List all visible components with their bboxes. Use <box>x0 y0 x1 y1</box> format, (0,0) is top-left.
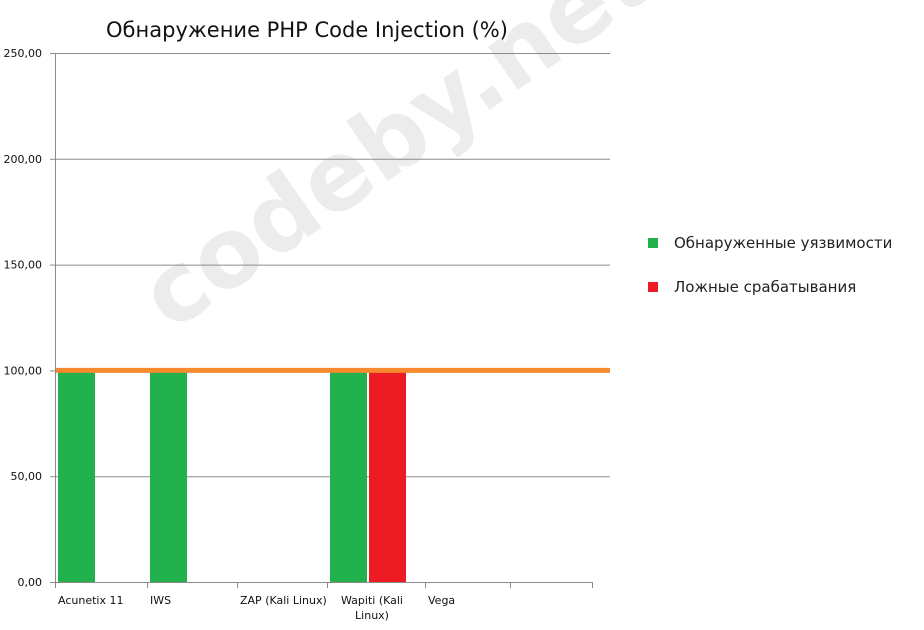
bar <box>330 370 367 582</box>
y-tick-label: 150,00 <box>4 259 43 272</box>
y-tick-label: 50,00 <box>11 470 43 483</box>
x-tick-label: Wapiti (Kali <box>341 594 403 607</box>
x-tick-label: IWS <box>150 594 171 607</box>
x-tick-label: Linux) <box>355 609 389 622</box>
legend-swatch-detected <box>648 238 658 248</box>
chart-title: Обнаружение PHP Code Injection (%) <box>106 18 508 42</box>
x-tick-label: Acunetix 11 <box>58 594 123 607</box>
y-tick-label: 100,00 <box>4 364 43 377</box>
axis-layer: 0,00 50,00 100,00 150,00 200,00 250,00 Acuneti… <box>4 47 593 622</box>
bar <box>58 370 95 582</box>
y-tick-label: 200,00 <box>4 153 43 166</box>
legend-item-false-positives: Ложные срабатывания <box>648 276 892 298</box>
legend-swatch-false-positives <box>648 282 658 292</box>
legend-label-detected: Обнаруженные уязвимости <box>674 234 893 252</box>
y-tick-label: 250,00 <box>4 47 43 60</box>
x-tick-label: ZAP (Kali Linux) <box>240 594 327 607</box>
y-tick-label: 0,00 <box>18 576 43 589</box>
bar <box>150 370 187 582</box>
bar <box>369 370 406 582</box>
legend: Обнаруженные уязвимости Ложные срабатыва… <box>648 232 892 320</box>
legend-label-false-positives: Ложные срабатывания <box>674 278 857 296</box>
legend-item-detected: Обнаруженные уязвимости <box>648 232 892 254</box>
bar-layer <box>58 370 406 582</box>
x-tick-label: Vega <box>428 594 455 607</box>
